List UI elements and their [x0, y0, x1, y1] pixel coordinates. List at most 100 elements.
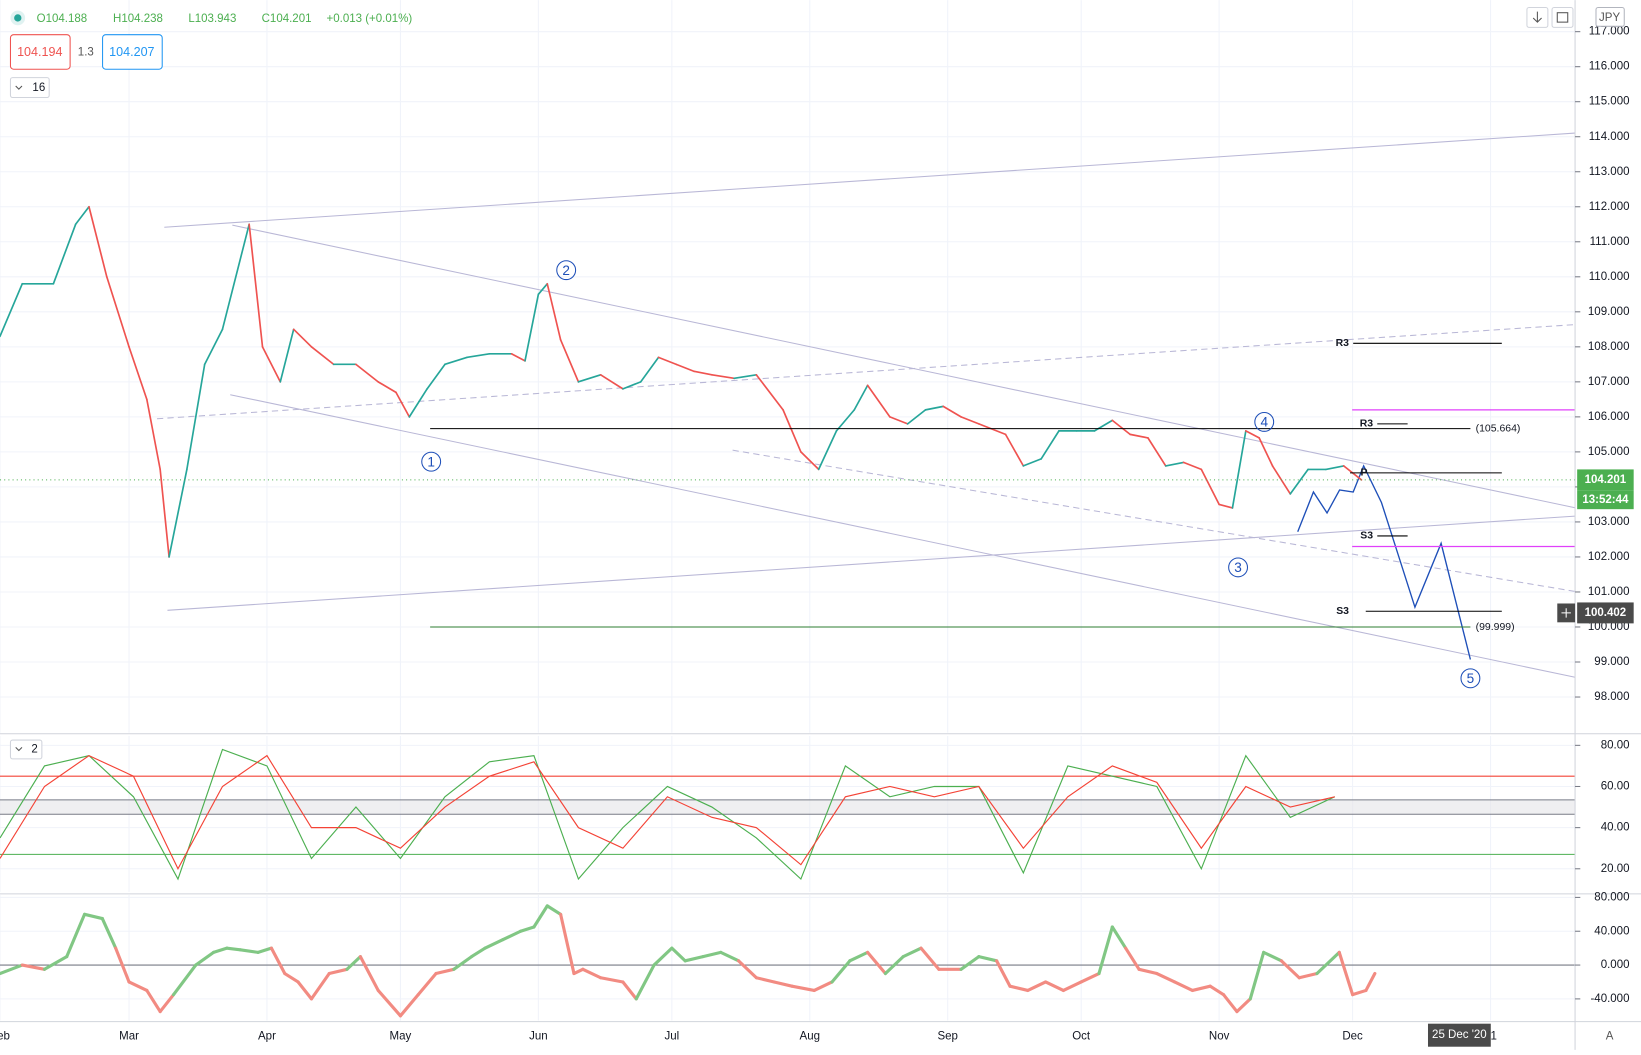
series-segment [358, 955, 380, 993]
series-segment [238, 948, 260, 954]
indicator-toggle[interactable] [9, 77, 50, 99]
series-segment [1208, 984, 1226, 997]
series-segment [296, 980, 314, 1001]
series: R3 R3 (105.664) P S3 S3 (99.999) [0, 205, 1576, 1018]
series-segment [186, 363, 206, 471]
series-segment [74, 205, 90, 226]
reset-button[interactable] [1551, 6, 1574, 28]
series-segment [901, 946, 923, 959]
series-segment [559, 912, 576, 976]
series-segment [1218, 503, 1234, 509]
series-segment [1008, 984, 1030, 993]
series-segment [171, 963, 198, 997]
series-segment [1129, 433, 1149, 439]
series-segment [1258, 437, 1274, 467]
series-segment [866, 950, 887, 976]
currency-box[interactable] [1595, 6, 1625, 27]
wave-circle [1228, 557, 1249, 578]
series-segment [1262, 950, 1283, 963]
series-segment [279, 328, 295, 383]
chevron [15, 747, 23, 752]
wave-circle [1254, 411, 1275, 432]
series-segment [639, 356, 660, 383]
spread: 1.3 [78, 47, 94, 59]
wave-labels: 1 2 3 4 5 [427, 263, 1474, 686]
series-segment [1364, 971, 1377, 993]
x-tick-label: Dec [1342, 1030, 1363, 1042]
series-segment [1315, 950, 1341, 976]
ohlc-low: L103.943 [188, 13, 236, 25]
x-tick-label: Apr [258, 1030, 276, 1042]
cursor-price-box [1577, 602, 1634, 624]
arrow-icon [1532, 11, 1542, 23]
y-tick-label: 20.00 [1601, 863, 1630, 875]
series-segment [114, 946, 131, 984]
y-tick-label: 40.00 [1601, 822, 1630, 834]
series-segment [675, 363, 695, 373]
series-segment [545, 904, 563, 916]
series-segment [416, 971, 438, 997]
series-segment [693, 370, 713, 376]
series-segment [711, 374, 735, 380]
series-segment [754, 976, 776, 984]
y-tick-label: 80.000 [1594, 891, 1629, 903]
level-label: S3 [1360, 531, 1373, 542]
y-tick-label: 111.000 [1590, 236, 1630, 248]
wave-circle [1460, 668, 1481, 689]
wave-label: 5 [1467, 671, 1475, 686]
trend-line [156, 324, 1576, 420]
series-segment [501, 929, 523, 942]
y-tick-label: 98.000 [1594, 691, 1629, 703]
ohlc-change: +0.013 (+0.01%) [327, 13, 413, 25]
wave-label: 3 [1234, 560, 1242, 575]
series-segment [782, 409, 802, 453]
oscillator-length[interactable]: 2 [31, 744, 37, 756]
series-segment [444, 356, 469, 366]
series-segment [599, 976, 625, 984]
series-segment [1351, 988, 1368, 997]
series-segment [1248, 950, 1266, 1001]
ask-price[interactable]: 104.207 [109, 45, 154, 59]
series-segment [1079, 971, 1101, 984]
x-tick-label: Jun [529, 1030, 548, 1042]
series-segment [1137, 967, 1159, 976]
series-segment [559, 338, 580, 383]
series-segment [377, 381, 397, 394]
series-segment [524, 293, 540, 362]
oscillator-toggle[interactable] [9, 739, 43, 760]
series-segment [1235, 997, 1252, 1014]
series-segment [581, 967, 603, 980]
currency[interactable]: JPY [1599, 12, 1620, 24]
bid-price[interactable]: 104.194 [17, 45, 62, 59]
y-tick-label: 80.00 [1601, 739, 1630, 751]
series-segment [221, 240, 246, 331]
y-tick-label: 117.000 [1589, 26, 1630, 38]
series-segment [256, 946, 273, 954]
buy-button[interactable] [102, 34, 163, 70]
series-line [0, 754, 1335, 871]
crosshair-date: 25 Dec '20 [1432, 1029, 1487, 1041]
level-label: R3 [1336, 338, 1350, 349]
indicator-length[interactable]: 16 [32, 82, 45, 94]
countdown-box [1577, 490, 1634, 510]
wave-circle [421, 451, 442, 472]
level-label: (99.999) [1476, 622, 1515, 633]
series-segment [310, 345, 335, 366]
series-segment [599, 374, 624, 390]
x-tick-label: Aug [800, 1030, 820, 1042]
sell-button[interactable] [9, 34, 71, 70]
y-tick-label: 60.00 [1601, 781, 1630, 793]
series-segment [546, 282, 562, 341]
wave-label: 2 [562, 263, 570, 278]
series-segment [345, 955, 362, 971]
auto-scale[interactable]: A [1606, 1030, 1614, 1042]
series-segment [1097, 925, 1114, 976]
series-segment [0, 282, 24, 338]
trend-line [167, 515, 1576, 611]
axes: Feb Mar Apr May Jun Jul Aug Sep Oct Nov Dec 2 1 98.00… [0, 26, 1634, 1047]
wave-label: 1 [427, 454, 435, 469]
series-segment [883, 955, 905, 976]
series-segment [889, 416, 909, 425]
trend-line [164, 132, 1576, 228]
